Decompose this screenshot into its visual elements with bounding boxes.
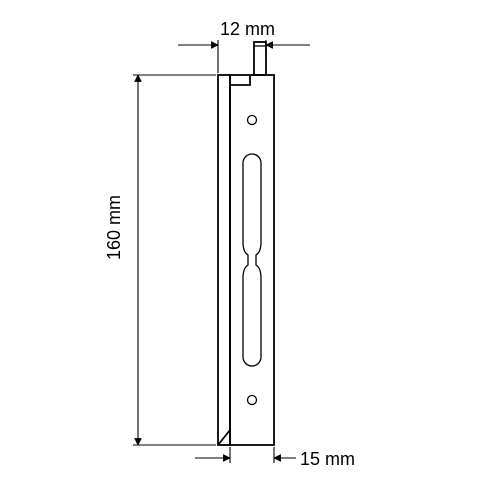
actuator-slot: [243, 154, 261, 366]
tip-bevel: [218, 430, 230, 445]
screw-hole-bottom: [248, 396, 257, 405]
top-notch: [230, 75, 250, 85]
dim-bottom-label: 15 mm: [300, 449, 355, 469]
side-strip: [218, 75, 230, 445]
dim-height-label: 160 mm: [104, 195, 124, 260]
screw-hole-top: [248, 116, 257, 125]
face-plate: [230, 75, 274, 445]
dim-top-label: 12 mm: [220, 19, 275, 39]
bolt: [254, 42, 266, 75]
